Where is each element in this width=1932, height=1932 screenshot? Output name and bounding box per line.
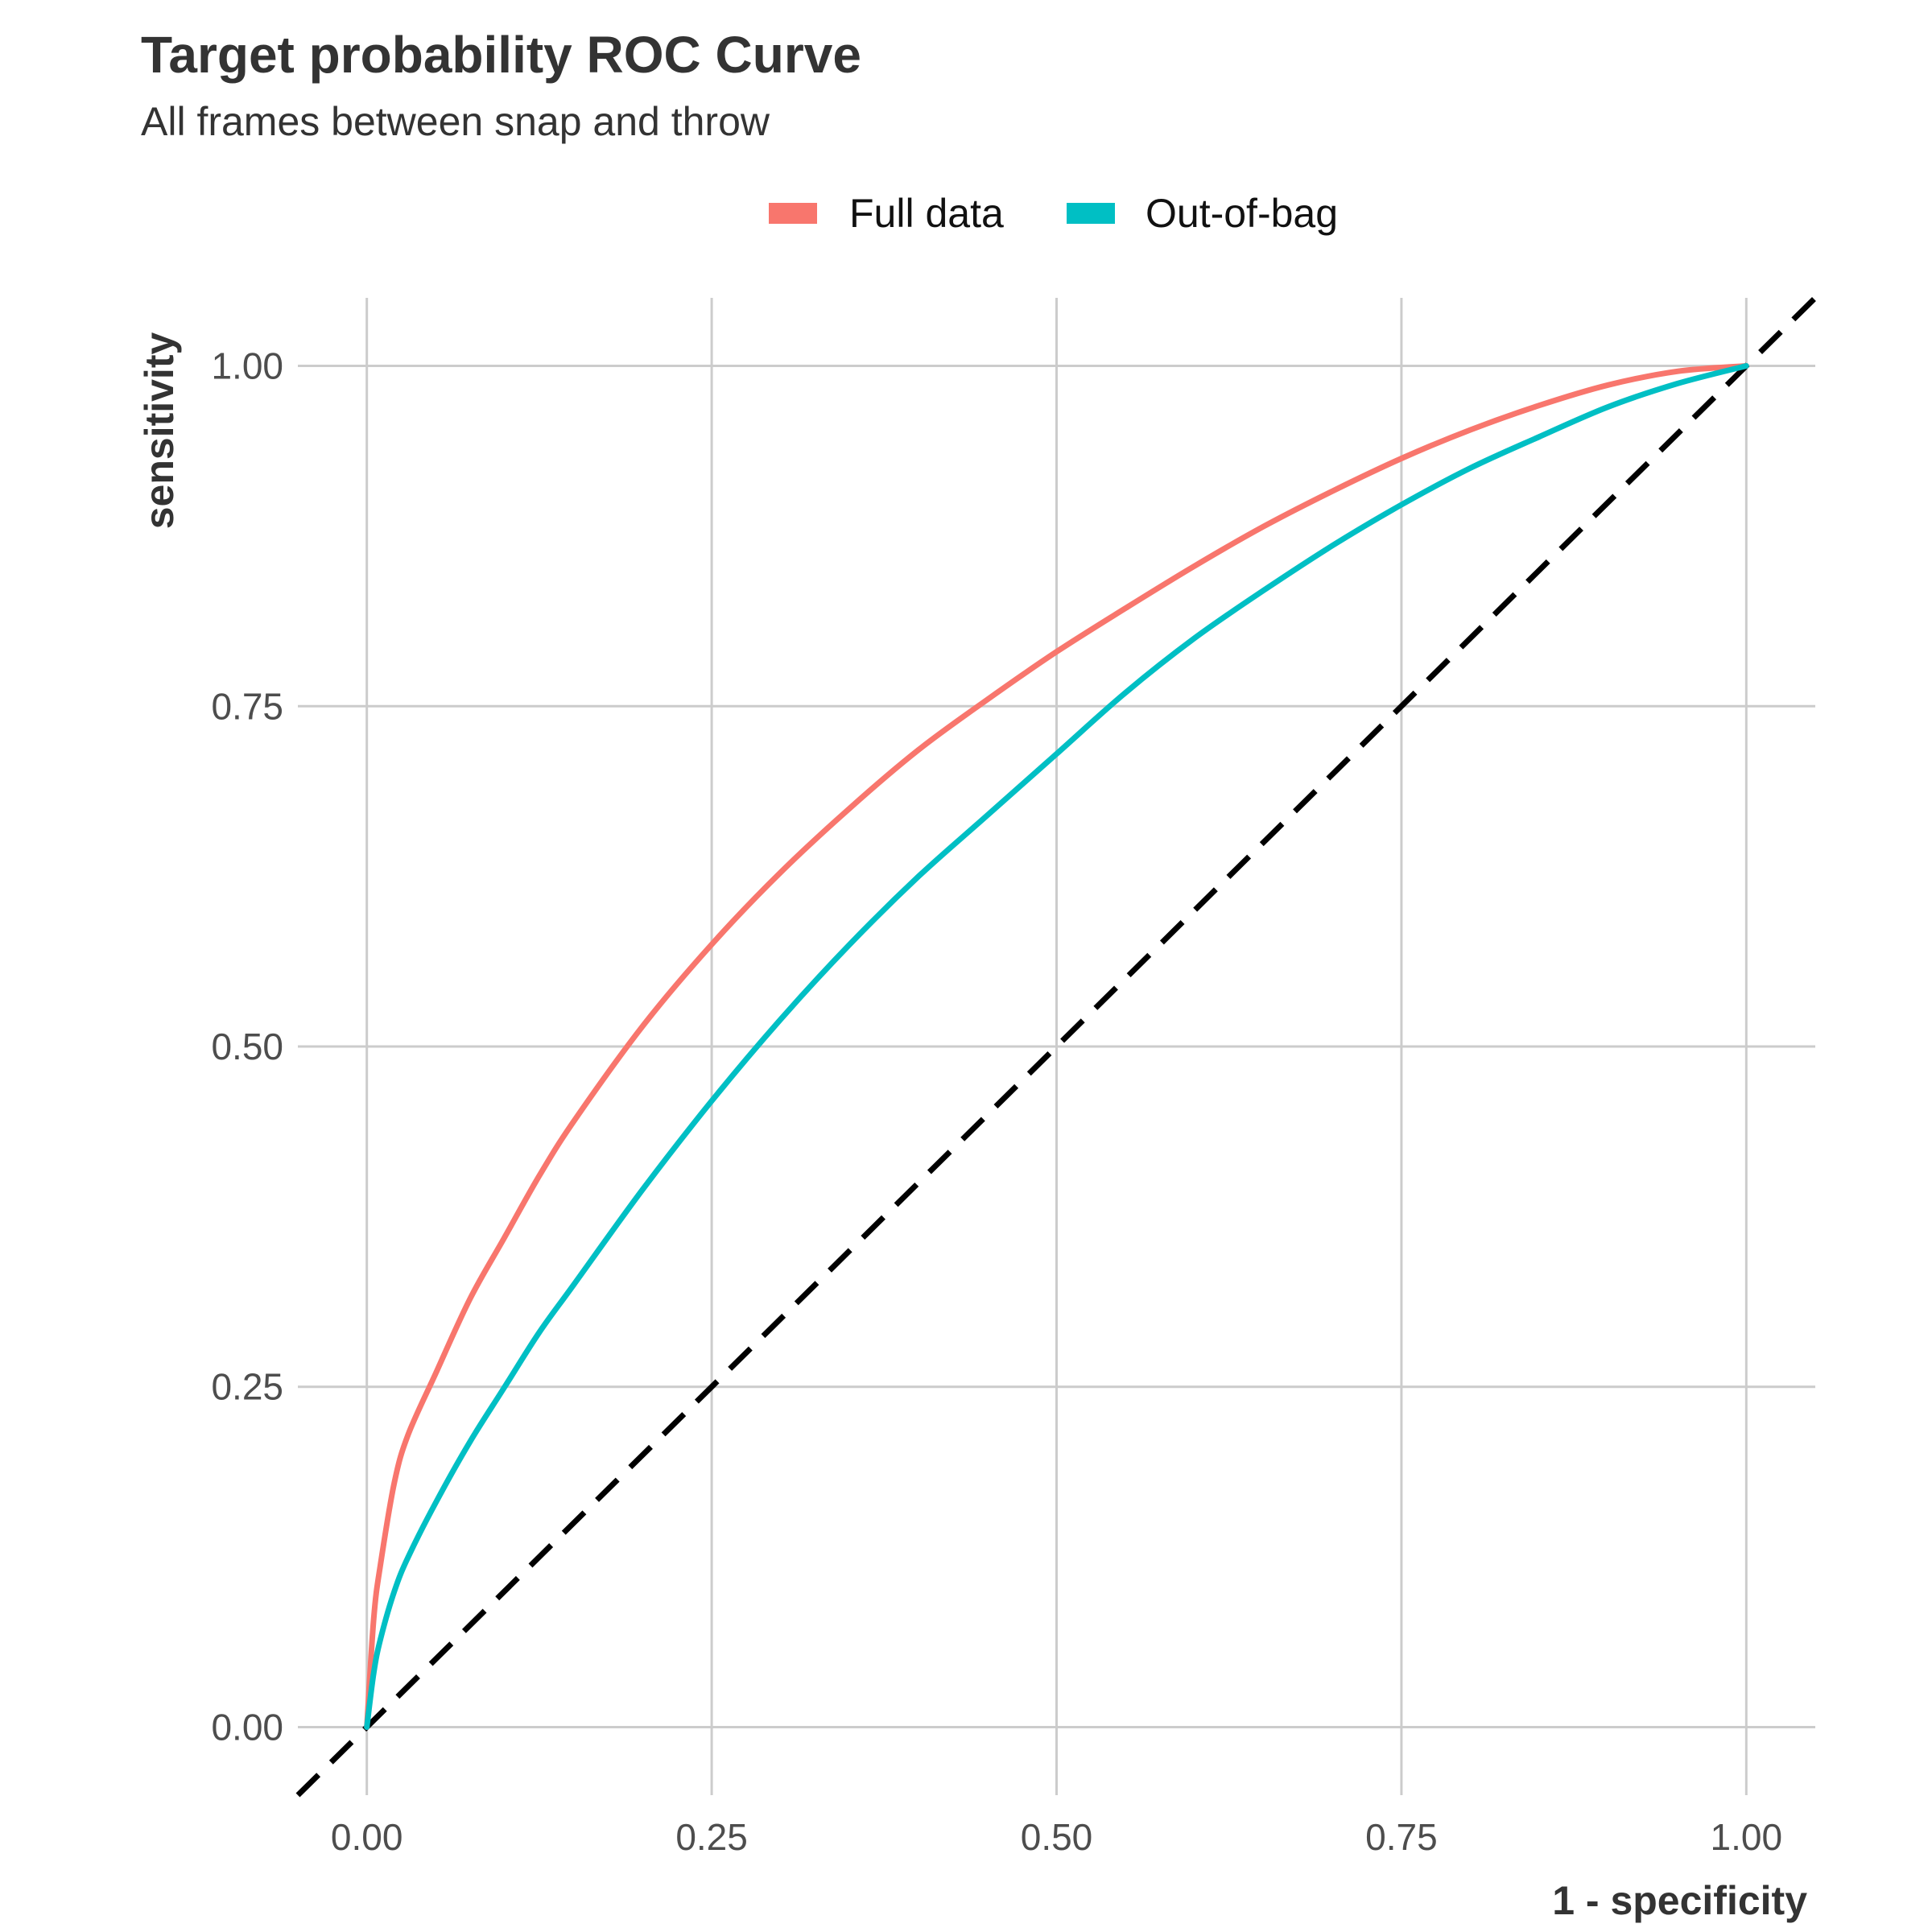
chart-title: Target probability ROC Curve: [141, 26, 861, 84]
reference-line: [295, 295, 1818, 1798]
x-axis-ticks: 0.00 0.25 0.50 0.75 1.00: [331, 1816, 1782, 1858]
chart-subtitle: All frames between snap and throw: [141, 99, 770, 144]
y-axis-ticks: 0.00 0.25 0.50 0.75 1.00: [211, 345, 283, 1748]
legend-label-full-data: Full data: [849, 191, 1004, 236]
y-tick-label: 0.50: [211, 1026, 283, 1067]
x-axis-title: 1 - specificity: [1552, 1878, 1807, 1923]
y-tick-label: 0.25: [211, 1366, 283, 1408]
roc-curve-full-data: [364, 363, 1749, 1730]
x-tick-label: 0.75: [1365, 1816, 1438, 1858]
legend-label-out-of-bag: Out-of-bag: [1146, 191, 1338, 236]
y-tick-label: 1.00: [211, 345, 283, 387]
y-tick-label: 0.75: [211, 685, 283, 727]
roc-curve-out-of-bag: [364, 363, 1749, 1730]
x-tick-label: 1.00: [1711, 1816, 1783, 1858]
legend-key-out-of-bag: [1067, 203, 1115, 224]
x-tick-label: 0.00: [331, 1816, 403, 1858]
reference-diagonal: [295, 295, 1818, 1798]
legend: Full data Out-of-bag: [769, 191, 1338, 236]
roc-curves: [364, 363, 1749, 1730]
y-tick-label: 0.00: [211, 1706, 283, 1748]
y-axis-title: sensitivity: [137, 332, 182, 530]
x-tick-label: 0.50: [1021, 1816, 1093, 1858]
gridlines: [298, 298, 1815, 1795]
x-tick-label: 0.25: [675, 1816, 748, 1858]
legend-key-full-data: [769, 203, 817, 224]
